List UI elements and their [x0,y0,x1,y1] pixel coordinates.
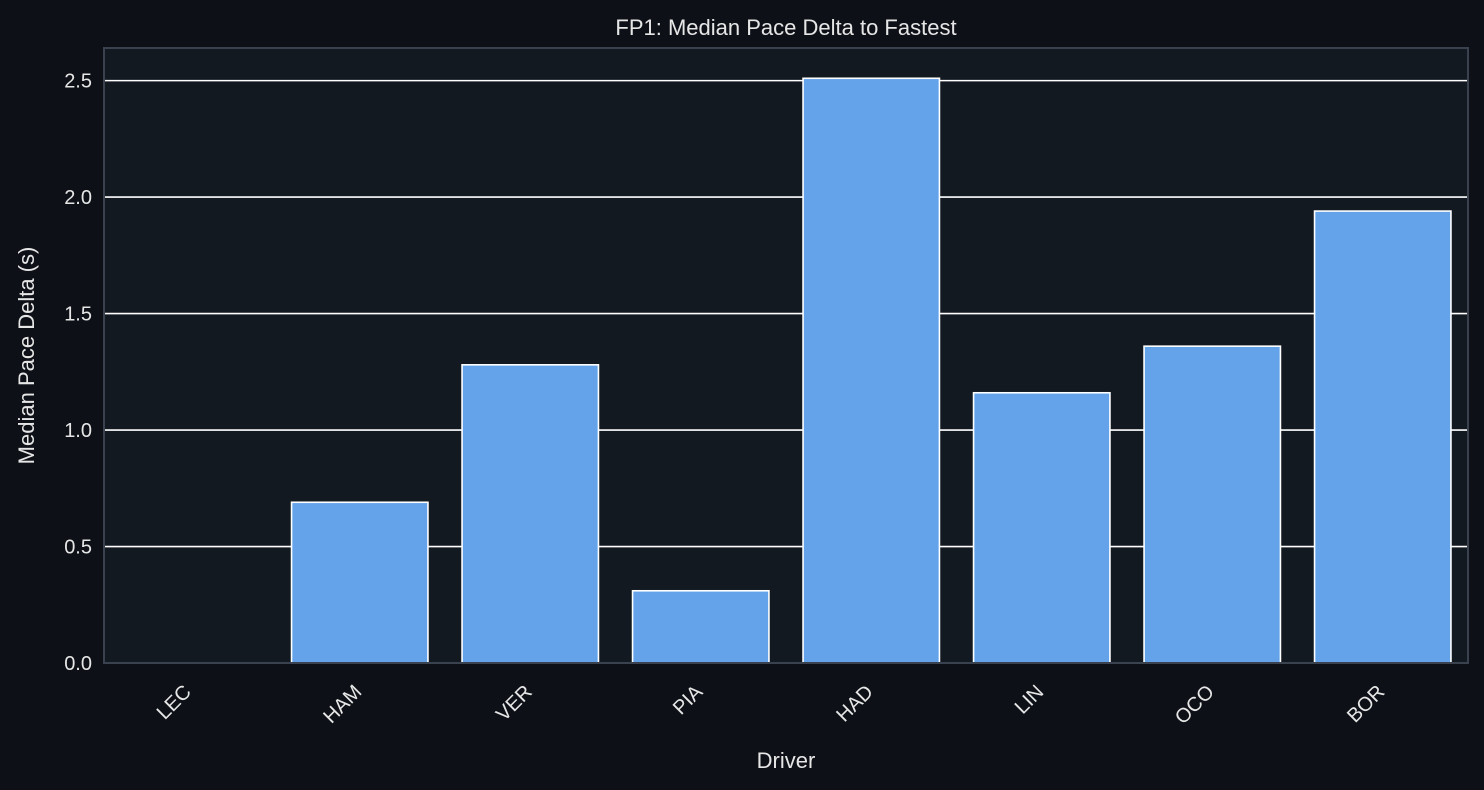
x-tick-label: HAM [319,681,366,728]
plot-frame [103,47,1469,664]
x-tick-labels: LEC HAM VER PIA HAD LIN OCO BOR [153,681,1390,729]
x-tick-label: HAD [832,681,877,726]
x-tick-label: LIN [1011,681,1049,719]
x-tick-label: VER [492,681,537,726]
chart-title: FP1: Median Pace Delta to Fastest [615,15,956,40]
x-tick-label: BOR [1343,681,1389,727]
bar-pia [631,589,770,664]
bar-lin [972,391,1111,664]
y-tick-label: 1.0 [64,420,92,442]
x-tick-label: PIA [669,681,708,720]
bar-bor [1313,210,1452,664]
bar-oco [1143,345,1282,664]
y-axis-label: Median Pace Delta (s) [14,247,39,465]
x-tick-label: OCO [1171,681,1219,729]
bars [290,77,1452,664]
y-tick-label: 0.0 [64,653,92,675]
y-tick-label: 2.0 [64,187,92,209]
bar-ver [461,364,600,664]
x-tick-label: LEC [153,681,196,724]
x-axis-label: Driver [757,748,816,773]
y-tick-labels: 0.0 0.5 1.0 1.5 2.0 2.5 [64,71,92,675]
bar-ham [290,501,429,664]
y-tick-label: 1.5 [64,304,92,326]
y-tick-label: 2.5 [64,71,92,93]
y-tick-label: 0.5 [64,537,92,559]
bar-had [802,77,941,664]
